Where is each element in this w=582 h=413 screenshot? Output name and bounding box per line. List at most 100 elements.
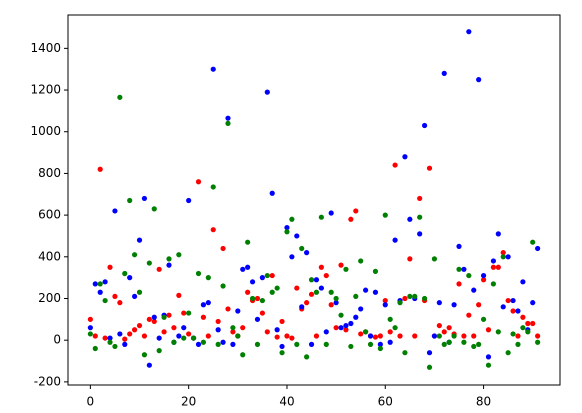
point [181, 325, 187, 331]
point [141, 195, 148, 202]
point [495, 231, 501, 237]
point [190, 335, 197, 341]
point [466, 272, 472, 279]
point [299, 245, 305, 252]
point [520, 325, 526, 331]
point [525, 329, 531, 335]
point [485, 362, 492, 368]
point [505, 297, 511, 304]
point [230, 329, 236, 335]
point [313, 277, 320, 283]
point [122, 270, 128, 277]
point [205, 300, 211, 306]
point [117, 94, 123, 100]
point [436, 333, 442, 339]
point [151, 314, 157, 320]
point [471, 287, 477, 293]
point [225, 120, 231, 126]
point [451, 333, 457, 339]
point [230, 341, 236, 347]
point [176, 333, 182, 339]
point [402, 154, 408, 160]
point [215, 341, 221, 347]
y-tick-label: 600 [38, 208, 61, 222]
point [308, 291, 315, 297]
point [294, 341, 300, 347]
point [127, 331, 133, 337]
point [476, 341, 482, 347]
point [127, 197, 133, 204]
point [421, 295, 428, 302]
point [200, 302, 207, 308]
point [535, 333, 541, 339]
point [500, 304, 506, 310]
point [181, 310, 187, 316]
point [333, 295, 339, 302]
point [456, 243, 462, 249]
point [495, 329, 501, 335]
point [338, 262, 344, 268]
point [323, 272, 329, 279]
y-tick-label: 1200 [30, 83, 61, 97]
point [407, 293, 413, 300]
point [284, 333, 290, 339]
point [382, 212, 388, 218]
point [92, 281, 98, 287]
x-tick-label: 0 [87, 395, 95, 409]
point [304, 300, 310, 306]
point [107, 335, 113, 341]
point [112, 208, 118, 214]
point [515, 341, 521, 347]
point [97, 281, 103, 287]
point [304, 354, 310, 360]
point [117, 300, 123, 306]
point [505, 254, 511, 260]
point [348, 216, 354, 222]
point [240, 352, 246, 358]
point [461, 339, 467, 345]
point [161, 329, 167, 335]
point [269, 272, 275, 279]
point [245, 289, 251, 295]
point [176, 252, 182, 258]
point [279, 350, 285, 356]
x-tick-label: 80 [476, 395, 491, 409]
point [485, 354, 492, 360]
point [166, 256, 172, 262]
point [264, 329, 270, 335]
point [520, 314, 526, 320]
point [215, 318, 221, 325]
point [235, 333, 241, 339]
point [279, 318, 285, 325]
point [367, 341, 374, 347]
point [215, 327, 221, 333]
point [274, 285, 280, 291]
point [431, 256, 438, 262]
plot-frame [67, 14, 561, 386]
point [353, 208, 359, 214]
point [176, 292, 182, 298]
point [515, 308, 521, 314]
point [372, 334, 379, 340]
point [426, 165, 433, 171]
point [436, 322, 442, 329]
point [235, 308, 241, 314]
point [131, 293, 138, 300]
point [87, 325, 93, 331]
point [456, 266, 462, 272]
point [195, 341, 202, 347]
point [220, 339, 226, 345]
point [122, 336, 128, 342]
point [417, 231, 423, 237]
point [146, 260, 152, 266]
point [392, 325, 398, 331]
point [186, 310, 192, 316]
point [343, 266, 349, 272]
point [136, 237, 143, 243]
y-tick-label: 200 [38, 291, 61, 305]
point [240, 266, 246, 272]
point [254, 341, 261, 347]
point [353, 314, 359, 320]
point [308, 341, 315, 347]
point [436, 300, 442, 306]
